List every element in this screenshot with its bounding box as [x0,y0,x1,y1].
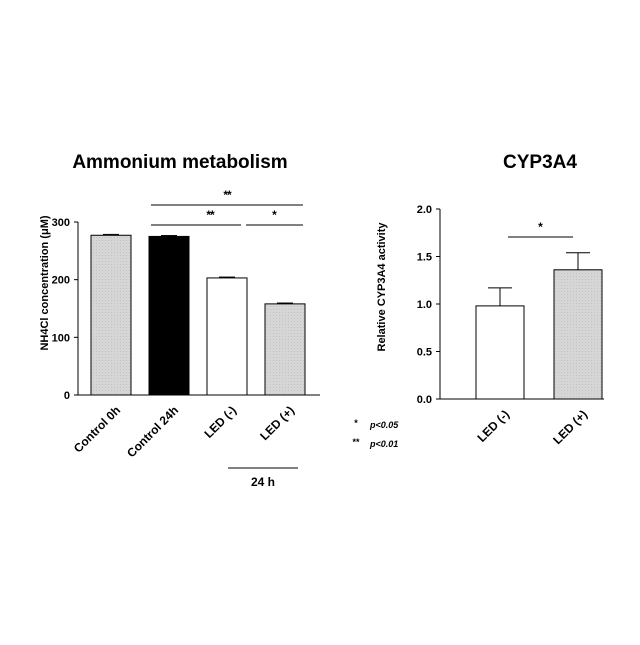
x-tick-label: LED (+) [257,403,297,443]
category-labels: Control 0hControl 24h LED (-) LED (+) [71,403,297,460]
y-axis-label: NH4Cl concentration (μM) [39,215,51,350]
y-tick-label: 1.5 [417,252,432,264]
bar [149,236,189,395]
x-tick-label: LED (+) [550,407,590,447]
bar [91,235,131,395]
legend-symbol-2: ** [352,437,360,447]
ammonium-chart: Ammonium metabolism NH4Cl concentration … [39,152,320,489]
bar [476,306,524,399]
y-tick-label: 200 [52,275,70,287]
chart-title: Ammonium metabolism [72,152,287,173]
category-labels: LED (-) LED (+) [474,407,590,447]
y-tick-label: 100 [52,332,70,344]
y-tick-label: 2.0 [417,204,432,216]
significance-label: * [272,208,277,222]
y-tick-label: 1.0 [417,299,432,311]
significance-label: ** [206,208,215,222]
legend: * p<0.05 ** p<0.01 [352,418,399,449]
bars [476,253,602,399]
y-tick-label: 0.0 [417,394,432,406]
legend-text-2: p<0.01 [369,439,398,449]
bar [265,304,305,395]
y-axis-label: Relative CYP3A4 activity [376,222,388,352]
x-tick-label: Control 0h [71,403,123,455]
significance-brackets: ***** [151,188,303,225]
y-tick-label: 300 [52,217,70,229]
y-tick-label: 0.5 [417,347,432,359]
legend-text-1: p<0.05 [369,420,399,430]
bars [91,234,305,395]
x-tick-label: LED (-) [474,407,512,445]
significance-label: ** [223,188,232,202]
chart-title: CYP3A4 [503,152,577,173]
x-tick-label: Control 24h [124,403,181,460]
group-label: 24 h [251,475,275,489]
bar [207,278,247,395]
cyp3a4-chart: CYP3A4 Relative CYP3A4 activity 0.0 0.5 1.… [376,152,604,447]
y-tick-label: 0 [64,390,70,402]
significance-label: * [538,220,543,234]
x-tick-label: LED (-) [201,403,239,441]
bar [554,270,602,399]
legend-symbol-1: * [354,418,358,428]
significance-brackets: * [508,220,573,237]
